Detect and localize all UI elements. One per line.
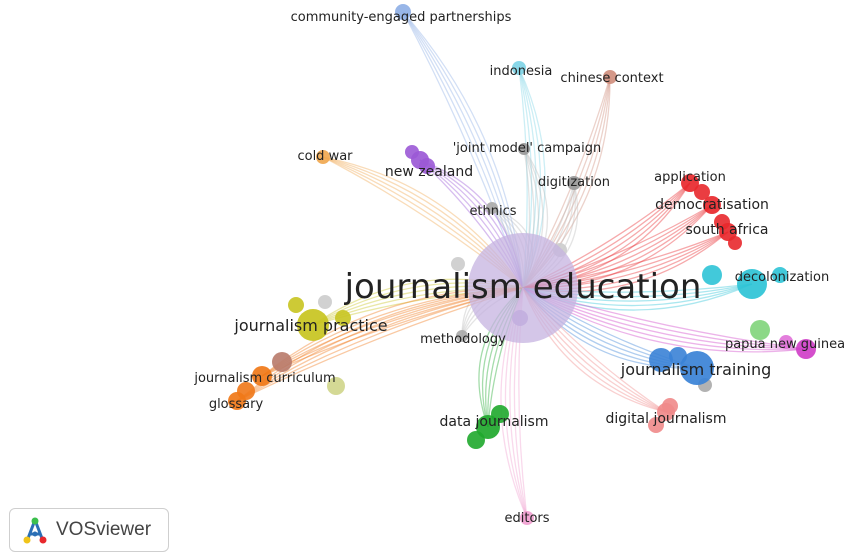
- cluster-node-3[interactable]: [272, 352, 292, 372]
- node-ethnics[interactable]: [486, 202, 498, 214]
- label-jpractice[interactable]: journalism practice: [233, 316, 387, 335]
- vosviewer-logo-text: VOSviewer: [56, 519, 152, 540]
- node-chinese[interactable]: [603, 70, 617, 84]
- node-community[interactable]: [395, 4, 411, 20]
- node-jtraining[interactable]: [680, 351, 714, 385]
- cluster-node-1[interactable]: [335, 310, 351, 326]
- label-chinese[interactable]: chinese context: [560, 71, 663, 86]
- node-application[interactable]: [681, 174, 699, 192]
- cluster-node-12[interactable]: [772, 267, 788, 283]
- label-decolonization[interactable]: decolonization: [735, 270, 829, 285]
- node-coldwar[interactable]: [316, 150, 330, 164]
- node-decolonization[interactable]: [737, 269, 767, 299]
- cluster-node-13[interactable]: [750, 320, 770, 340]
- label-indonesia[interactable]: indonesia: [490, 64, 553, 79]
- vosviewer-logo-box[interactable]: VOSviewer: [9, 508, 169, 552]
- cluster-node-20[interactable]: [648, 417, 664, 433]
- label-southafrica[interactable]: south africa: [686, 222, 769, 238]
- node-joint[interactable]: [518, 143, 530, 155]
- cluster-node-0[interactable]: [288, 297, 304, 313]
- vosviewer-logo-icon: [23, 517, 47, 544]
- label-digitaljournalism[interactable]: digital journalism: [606, 411, 727, 427]
- cluster-node-22[interactable]: [451, 257, 465, 271]
- node-jpractice[interactable]: [297, 309, 329, 341]
- node-papua[interactable]: [796, 339, 816, 359]
- node-methodology[interactable]: [456, 330, 468, 342]
- label-jtraining[interactable]: journalism training: [620, 360, 772, 379]
- node-glossary[interactable]: [228, 392, 246, 410]
- cluster-node-15[interactable]: [649, 348, 673, 372]
- node-jcurriculum[interactable]: [252, 366, 272, 386]
- network-labels: community-engaged partnerships indonesia c…: [193, 10, 845, 526]
- label-application[interactable]: application: [654, 170, 726, 185]
- node-datajournalism[interactable]: [476, 415, 500, 439]
- node-indonesia[interactable]: [512, 61, 526, 75]
- label-joint[interactable]: 'joint model' campaign: [453, 141, 602, 156]
- label-newzealand[interactable]: new zealand: [385, 164, 473, 180]
- label-digitization[interactable]: digitization: [538, 175, 610, 190]
- node-editors[interactable]: [520, 511, 534, 525]
- label-datajournalism[interactable]: data journalism: [440, 414, 549, 430]
- cluster-node-2[interactable]: [318, 295, 332, 309]
- label-papua[interactable]: papua new guinea: [725, 337, 845, 352]
- node-democratisation[interactable]: [703, 196, 721, 214]
- cluster-node-14[interactable]: [779, 335, 793, 349]
- label-editors[interactable]: editors: [504, 511, 549, 526]
- node-digitaljournalism[interactable]: [657, 403, 675, 421]
- cluster-node-4[interactable]: [327, 377, 345, 395]
- label-jcurriculum[interactable]: journalism curriculum: [193, 371, 335, 386]
- label-methodology[interactable]: methodology: [420, 332, 506, 347]
- node-digitization[interactable]: [567, 176, 581, 190]
- cluster-node-8[interactable]: [694, 184, 710, 200]
- cluster-node-11[interactable]: [702, 265, 722, 285]
- label-je[interactable]: journalism education: [344, 267, 702, 307]
- node-newzealand[interactable]: [411, 151, 429, 169]
- label-ethnics[interactable]: ethnics: [469, 204, 516, 219]
- label-community[interactable]: community-engaged partnerships: [291, 10, 512, 25]
- label-glossary[interactable]: glossary: [209, 397, 264, 412]
- network-nodes: [228, 4, 816, 525]
- label-coldwar[interactable]: cold war: [297, 149, 353, 164]
- node-southafrica[interactable]: [719, 223, 737, 241]
- node-je[interactable]: [468, 233, 578, 343]
- label-democratisation[interactable]: democratisation: [655, 197, 769, 213]
